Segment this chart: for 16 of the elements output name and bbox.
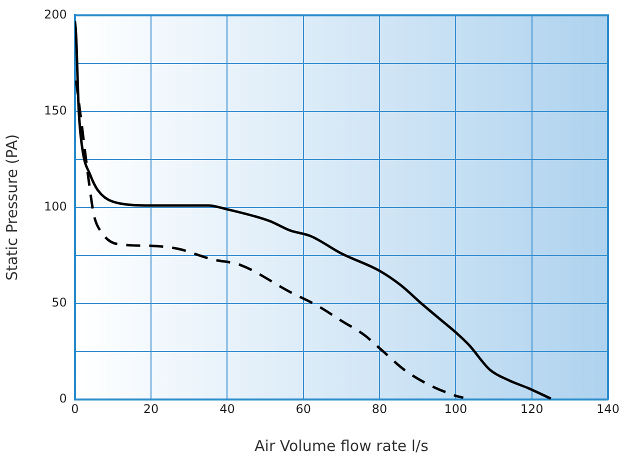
x-tick-label: 100	[444, 402, 468, 416]
y-tick-label: 50	[52, 296, 67, 310]
y-tick-label: 150	[44, 103, 67, 118]
line-series	[74, 20, 552, 400]
y-tick-label: 200	[44, 7, 67, 22]
y-tick-label: 100	[44, 200, 67, 214]
x-tick-label: 0	[71, 402, 79, 416]
x-tick-label: 60	[296, 402, 312, 416]
y-tick-label: 0	[59, 392, 67, 406]
x-tick-label: 140	[596, 402, 620, 416]
x-tick-label: 80	[372, 402, 388, 416]
x-tick-label: 40	[220, 402, 235, 416]
x-tick-label: 20	[143, 402, 159, 416]
x-tick-label: 120	[520, 402, 544, 416]
y-axis-title: Static Pressure (PA)	[2, 134, 21, 281]
x-axis-title: Air Volume flow rate l/s	[254, 436, 429, 455]
